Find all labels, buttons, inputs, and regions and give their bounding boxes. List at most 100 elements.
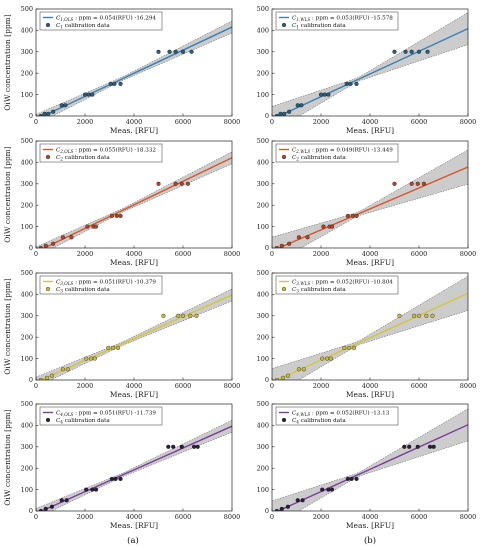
data-point-0 (274, 508, 279, 511)
legend-data-label: C1 calibration data (56, 23, 110, 29)
legend-data-label: C4 calibration data (292, 418, 346, 424)
x-tick-label-3: 6000 (175, 118, 192, 126)
data-point-6 (82, 92, 88, 97)
data-point-3 (60, 367, 66, 372)
legend-marker-swatch (281, 22, 287, 28)
y-tick-label-4: 400 (21, 291, 33, 299)
data-point-8 (90, 92, 95, 97)
data-point-10 (118, 476, 123, 481)
y-tick-label-4: 400 (21, 159, 33, 167)
data-point-14 (185, 181, 190, 186)
x-tick-label-3: 6000 (411, 513, 428, 521)
plot-layer (36, 419, 232, 511)
x-tick-label-2: 4000 (362, 250, 379, 258)
prediction-band (272, 149, 468, 248)
y-tick-label-4: 400 (257, 291, 269, 299)
data-point-10 (348, 81, 353, 86)
plot-layer (272, 275, 468, 380)
x-tick-label-0: 0 (270, 118, 274, 126)
y-tick-label-3: 300 (257, 443, 269, 451)
data-point-2 (49, 373, 54, 378)
data-point-4 (69, 235, 74, 240)
data-point-13 (415, 181, 420, 186)
y-tick-label-4: 400 (257, 159, 269, 167)
y-tick-label-5: 500 (21, 5, 33, 13)
y-tick-label-1: 100 (257, 486, 269, 494)
band-lower-edge (52, 32, 232, 116)
y-tick-label-0: 0 (265, 112, 269, 120)
y-tick-label-2: 200 (257, 69, 269, 77)
data-point-3 (296, 235, 302, 240)
x-axis-label: Meas. [RFU] (110, 390, 158, 399)
data-point-1 (43, 243, 48, 248)
x-tick-label-1: 2000 (313, 118, 330, 126)
data-point-8 (342, 345, 347, 350)
y-tick-label-1: 100 (21, 486, 33, 494)
y-tick-label-3: 300 (21, 443, 33, 451)
data-point-2 (285, 373, 290, 378)
data-point-8 (109, 476, 115, 481)
y-tick-label-1: 100 (257, 223, 269, 231)
data-point-1 (44, 375, 50, 380)
data-point-0 (38, 508, 43, 511)
x-tick-label-2: 4000 (362, 513, 379, 521)
x-tick-label-2: 4000 (126, 250, 143, 258)
data-point-1 (42, 111, 47, 116)
legend-data-label: C4 calibration data (56, 418, 110, 424)
y-tick-label-5: 500 (257, 5, 269, 13)
data-point-15 (180, 49, 186, 54)
data-point-7 (93, 224, 99, 229)
data-point-3 (296, 367, 302, 372)
x-tick-label-4: 8000 (460, 118, 477, 126)
y-tick-label-1: 100 (257, 355, 269, 363)
data-point-4 (305, 235, 310, 240)
legend-box (275, 11, 399, 31)
data-point-10 (115, 345, 121, 350)
data-point-5 (299, 103, 304, 108)
data-point-12 (176, 313, 181, 318)
data-point-2 (285, 504, 290, 509)
y-tick-label-3: 300 (21, 48, 33, 56)
data-point-10 (352, 345, 357, 350)
y-tick-label-2: 200 (21, 69, 33, 77)
data-point-9 (347, 345, 352, 350)
data-point-14 (191, 444, 197, 449)
data-point-11 (156, 181, 161, 186)
data-point-11 (397, 313, 402, 318)
band-upper-edge (272, 149, 468, 238)
legend-data-label: C3 calibration data (56, 287, 110, 293)
data-point-13 (416, 313, 422, 318)
x-tick-label-0: 0 (34, 118, 38, 126)
y-tick-label-4: 400 (257, 422, 269, 430)
band-upper-edge (36, 20, 232, 115)
y-tick-label-2: 200 (21, 201, 33, 209)
data-point-2 (287, 241, 292, 246)
data-point-6 (90, 487, 95, 492)
y-axis-label: OiW concentration [ppm] (3, 146, 12, 243)
data-point-7 (93, 487, 99, 492)
x-axis-label: Meas. [RFU] (346, 521, 394, 530)
legend-marker-swatch (281, 286, 287, 292)
data-point-12 (412, 313, 417, 318)
y-tick-label-0: 0 (265, 376, 269, 384)
data-point-5 (63, 103, 68, 108)
x-tick-label-2: 4000 (126, 513, 143, 521)
x-axis-label: Meas. [RFU] (110, 126, 158, 135)
data-point-11 (402, 444, 407, 449)
x-tick-label-1: 2000 (77, 250, 94, 258)
y-tick-label-5: 500 (21, 400, 33, 408)
chart-panel-c2-wls: 0 2000 4000 6000 8000 0 100 200 300 400 500 Meas. [… (257, 137, 477, 267)
legend-data-label: C2 calibration data (56, 155, 110, 161)
y-tick-label-2: 200 (257, 464, 269, 472)
legend-fit-label: C1,WLS : ppm = 0.053(RFU) -15.578 (292, 15, 393, 22)
legend-box (275, 143, 399, 163)
y-tick-label-2: 200 (257, 201, 269, 209)
data-point-5 (320, 356, 325, 361)
data-point-12 (171, 444, 176, 449)
data-point-10 (118, 213, 123, 218)
data-point-3 (295, 498, 300, 503)
x-axis-label: Meas. [RFU] (110, 521, 158, 530)
x-tick-label-4: 8000 (224, 382, 241, 390)
prediction-band (36, 288, 232, 380)
